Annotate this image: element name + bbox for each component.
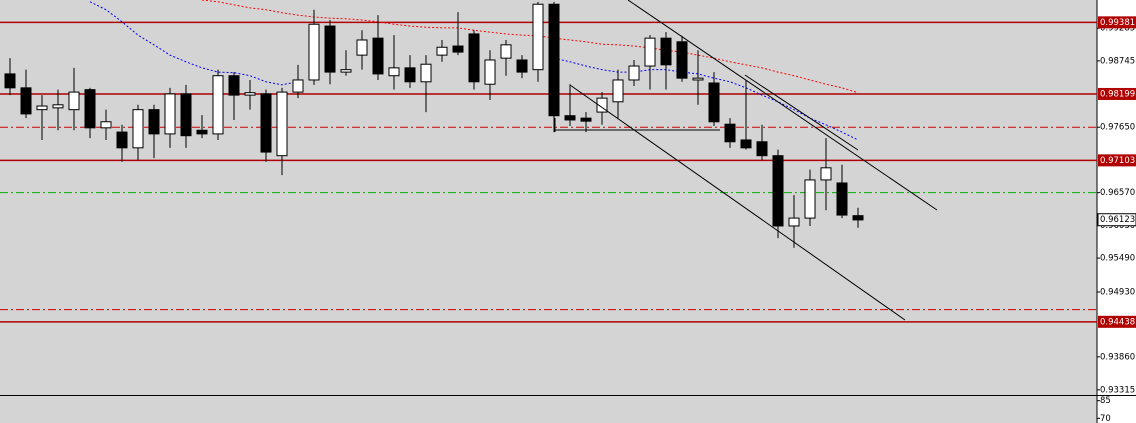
y-tick-label: 0.98745 <box>1100 56 1135 66</box>
candle-body <box>148 109 160 135</box>
moving-average <box>89 1 859 141</box>
candle-body <box>100 121 112 129</box>
candle-body <box>692 77 704 81</box>
candle-body <box>420 63 432 83</box>
level-label: 0.99381 <box>1100 18 1135 28</box>
candle-body <box>52 104 64 109</box>
current-price-box <box>1097 213 1136 227</box>
trend-line <box>569 84 906 321</box>
candle-body <box>836 182 848 216</box>
candle-body <box>676 41 688 79</box>
candle-body <box>164 93 176 135</box>
candle-body <box>340 69 352 73</box>
candle-body <box>20 87 32 115</box>
y-tick-label: 0.99285 <box>1100 24 1135 34</box>
candle-body <box>180 93 192 137</box>
candle-body <box>564 115 576 121</box>
candle-body <box>404 67 416 83</box>
y-tick-label: 0.94930 <box>1100 288 1135 298</box>
axis-layer: 0.992850.987450.976500.965700.960300.954… <box>1097 16 1136 423</box>
candle-body <box>852 215 864 221</box>
y-tick-label: 0.96570 <box>1100 188 1135 198</box>
y-tick-label: 0.97650 <box>1100 123 1135 133</box>
level-label-box <box>1098 87 1136 100</box>
y-tick-label: 0.95490 <box>1100 254 1135 264</box>
candle-body <box>356 39 368 56</box>
candle-body <box>772 155 784 227</box>
candle-body <box>644 37 656 67</box>
candle-body <box>484 59 496 85</box>
candle-body <box>516 59 528 73</box>
candle-body <box>596 97 608 113</box>
candle-body <box>820 167 832 181</box>
candle-body <box>228 75 240 96</box>
candle-body <box>132 109 144 149</box>
trend-lines <box>554 0 938 321</box>
candle-body <box>628 65 640 81</box>
y-tick-label: 0.93315 <box>1100 385 1135 395</box>
candle-body <box>276 91 288 157</box>
candle-body <box>548 3 560 117</box>
candle-body <box>116 131 128 149</box>
level-label-box <box>1098 16 1136 29</box>
candle-body <box>740 139 752 149</box>
candle-body <box>500 44 512 59</box>
candle-body <box>260 93 272 153</box>
level-label-box <box>1098 315 1136 328</box>
lower-y-tick-label: 85 <box>1100 396 1111 406</box>
candle-body <box>308 23 320 81</box>
candle-body <box>388 67 400 77</box>
lower-y-tick-label: 70 <box>1100 414 1111 423</box>
level-label: 0.94438 <box>1100 317 1135 327</box>
trend-line <box>744 74 859 151</box>
candle-body <box>292 79 304 93</box>
candle-body <box>196 129 208 135</box>
candle-body <box>532 3 544 71</box>
candle-body <box>84 89 96 129</box>
current-price-label: 0.96123 <box>1100 215 1135 225</box>
candle-body <box>788 217 800 227</box>
candle-body <box>724 123 736 143</box>
trend-line <box>627 0 938 211</box>
candle-body <box>708 82 720 123</box>
lower-panel <box>0 396 1097 423</box>
level-label: 0.97103 <box>1100 156 1135 166</box>
candle-body <box>580 117 592 122</box>
candle-body <box>212 75 224 135</box>
candle-body <box>324 25 336 73</box>
candle-body <box>36 105 48 111</box>
candle-body <box>372 37 384 75</box>
chart-layer <box>0 0 1097 323</box>
candle-body <box>468 33 480 83</box>
candle-body <box>244 92 256 96</box>
candle-body <box>660 37 672 66</box>
candle-body <box>804 179 816 219</box>
candle-body <box>756 141 768 157</box>
candle-body <box>4 73 16 89</box>
level-label-box <box>1098 154 1136 167</box>
y-tick-label: 0.93860 <box>1100 352 1135 362</box>
candle-body <box>68 91 80 111</box>
candle-body <box>436 46 448 56</box>
candle-body <box>612 79 624 103</box>
level-label: 0.98199 <box>1100 89 1135 99</box>
price-axis <box>1097 0 1136 423</box>
candle-body <box>452 45 464 53</box>
